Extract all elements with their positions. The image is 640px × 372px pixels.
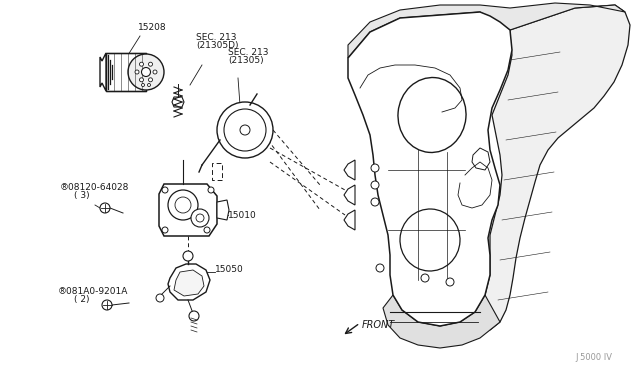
Circle shape bbox=[208, 187, 214, 193]
Circle shape bbox=[140, 78, 143, 82]
Circle shape bbox=[128, 54, 164, 90]
Circle shape bbox=[204, 227, 210, 233]
Text: 15010: 15010 bbox=[228, 211, 257, 219]
Circle shape bbox=[175, 197, 191, 213]
Polygon shape bbox=[472, 148, 490, 170]
Text: ®081A0-9201A: ®081A0-9201A bbox=[58, 287, 129, 296]
Text: 15050: 15050 bbox=[215, 266, 244, 275]
Ellipse shape bbox=[398, 77, 466, 153]
Ellipse shape bbox=[400, 209, 460, 271]
Circle shape bbox=[156, 294, 164, 302]
Circle shape bbox=[371, 198, 379, 206]
Text: FRONT: FRONT bbox=[362, 320, 396, 330]
Text: ®08120-64028: ®08120-64028 bbox=[60, 183, 129, 192]
Circle shape bbox=[189, 311, 199, 321]
Circle shape bbox=[153, 70, 157, 74]
Text: (21305): (21305) bbox=[228, 56, 264, 65]
Circle shape bbox=[371, 164, 379, 172]
Circle shape bbox=[421, 274, 429, 282]
Polygon shape bbox=[100, 53, 106, 91]
Polygon shape bbox=[344, 185, 355, 205]
Circle shape bbox=[102, 300, 112, 310]
Circle shape bbox=[191, 209, 209, 227]
Text: J 5000 IV: J 5000 IV bbox=[575, 353, 612, 362]
Polygon shape bbox=[348, 3, 625, 58]
Circle shape bbox=[140, 62, 143, 66]
Circle shape bbox=[148, 62, 152, 66]
Circle shape bbox=[148, 78, 152, 82]
Text: SEC. 213: SEC. 213 bbox=[196, 33, 237, 42]
Polygon shape bbox=[344, 160, 355, 180]
Polygon shape bbox=[485, 5, 630, 330]
Polygon shape bbox=[344, 210, 355, 230]
Circle shape bbox=[162, 227, 168, 233]
Polygon shape bbox=[174, 270, 204, 296]
Circle shape bbox=[217, 102, 273, 158]
Circle shape bbox=[162, 187, 168, 193]
Text: (21305D): (21305D) bbox=[196, 41, 239, 50]
Circle shape bbox=[446, 278, 454, 286]
Text: ( 3): ( 3) bbox=[74, 191, 90, 200]
Circle shape bbox=[376, 264, 384, 272]
Polygon shape bbox=[348, 12, 512, 326]
Circle shape bbox=[141, 67, 150, 77]
Circle shape bbox=[147, 83, 150, 87]
Text: ( 2): ( 2) bbox=[74, 295, 90, 304]
Circle shape bbox=[183, 251, 193, 261]
Circle shape bbox=[141, 83, 145, 87]
Polygon shape bbox=[172, 97, 184, 107]
Polygon shape bbox=[106, 53, 146, 91]
Circle shape bbox=[240, 125, 250, 135]
Circle shape bbox=[135, 70, 139, 74]
Text: 15208: 15208 bbox=[138, 23, 166, 32]
Circle shape bbox=[168, 190, 198, 220]
Polygon shape bbox=[383, 295, 500, 348]
Circle shape bbox=[371, 181, 379, 189]
Text: SEC. 213: SEC. 213 bbox=[228, 48, 269, 57]
Circle shape bbox=[100, 203, 110, 213]
Polygon shape bbox=[159, 184, 217, 236]
Polygon shape bbox=[168, 264, 210, 300]
Circle shape bbox=[224, 109, 266, 151]
Polygon shape bbox=[217, 200, 229, 220]
Circle shape bbox=[196, 214, 204, 222]
